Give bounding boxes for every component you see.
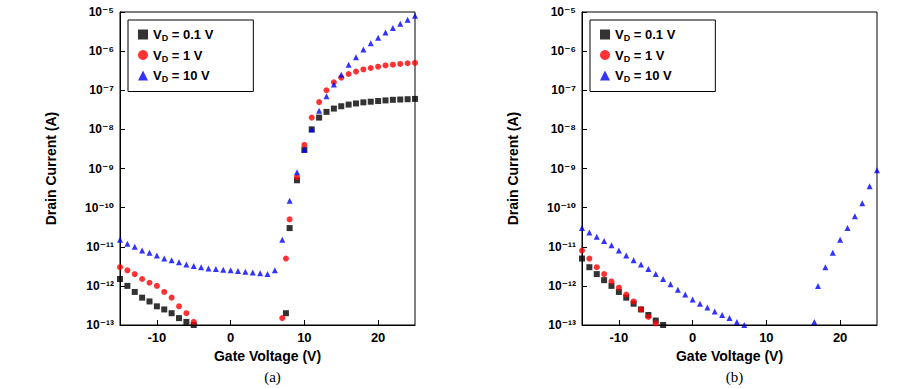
svg-text:10⁻¹²: 10⁻¹² [86,279,114,293]
svg-text:-10: -10 [147,330,166,345]
svg-text:D: D [623,53,631,64]
svg-text:D: D [161,74,169,84]
svg-text:10⁻⁸: 10⁻⁸ [89,122,114,136]
svg-text:= 0.1 V: = 0.1 V [630,27,675,42]
svg-text:10⁻¹¹: 10⁻¹¹ [86,240,114,254]
svg-text:V: V [153,68,162,83]
svg-text:10: 10 [297,330,311,345]
svg-text:10⁻⁹: 10⁻⁹ [89,162,114,176]
svg-text:D: D [161,33,169,43]
svg-text:10⁻¹²: 10⁻¹² [548,279,576,293]
svg-text:V: V [615,27,624,42]
svg-text:10⁻⁷: 10⁻⁷ [89,83,114,97]
svg-text:10⁻⁷: 10⁻⁷ [551,83,576,97]
svg-text:V: V [615,48,624,63]
svg-text:10⁻⁵: 10⁻⁵ [89,5,114,19]
svg-text:20: 20 [833,330,847,345]
svg-text:10: 10 [759,330,773,345]
svg-text:Gate Voltage (V): Gate Voltage (V) [214,348,321,364]
svg-text:10⁻¹¹: 10⁻¹¹ [548,240,576,254]
svg-text:20: 20 [371,330,385,345]
svg-text:= 10 V: = 10 V [630,68,672,83]
svg-text:D: D [161,53,169,64]
svg-text:(b): (b) [726,369,744,386]
svg-text:10⁻⁸: 10⁻⁸ [551,122,576,136]
svg-text:10⁻⁶: 10⁻⁶ [89,44,114,58]
svg-text:10⁻⁶: 10⁻⁶ [551,44,576,58]
svg-text:-10: -10 [609,330,628,345]
svg-text:0: 0 [689,330,696,345]
svg-text:10⁻¹³: 10⁻¹³ [548,318,576,332]
svg-text:D: D [623,33,631,43]
svg-text:V: V [615,68,624,83]
svg-text:(a): (a) [264,369,281,386]
svg-text:Gate Voltage (V): Gate Voltage (V) [676,348,783,364]
svg-text:= 1 V: = 1 V [168,48,203,63]
svg-text:Drain Current (A): Drain Current (A) [505,112,521,226]
svg-text:= 0.1 V: = 0.1 V [168,27,213,42]
svg-text:10⁻⁵: 10⁻⁵ [551,5,576,19]
svg-text:10⁻¹⁰: 10⁻¹⁰ [547,201,576,215]
svg-text:0: 0 [227,330,234,345]
svg-text:V: V [153,27,162,42]
svg-text:Drain Current (A): Drain Current (A) [43,112,59,226]
svg-text:= 10 V: = 10 V [168,68,210,83]
svg-text:10⁻¹⁰: 10⁻¹⁰ [85,201,114,215]
svg-text:10⁻⁹: 10⁻⁹ [551,162,576,176]
svg-text:D: D [623,74,631,84]
svg-text:10⁻¹³: 10⁻¹³ [86,318,114,332]
svg-text:= 1 V: = 1 V [630,48,665,63]
svg-text:V: V [153,48,162,63]
